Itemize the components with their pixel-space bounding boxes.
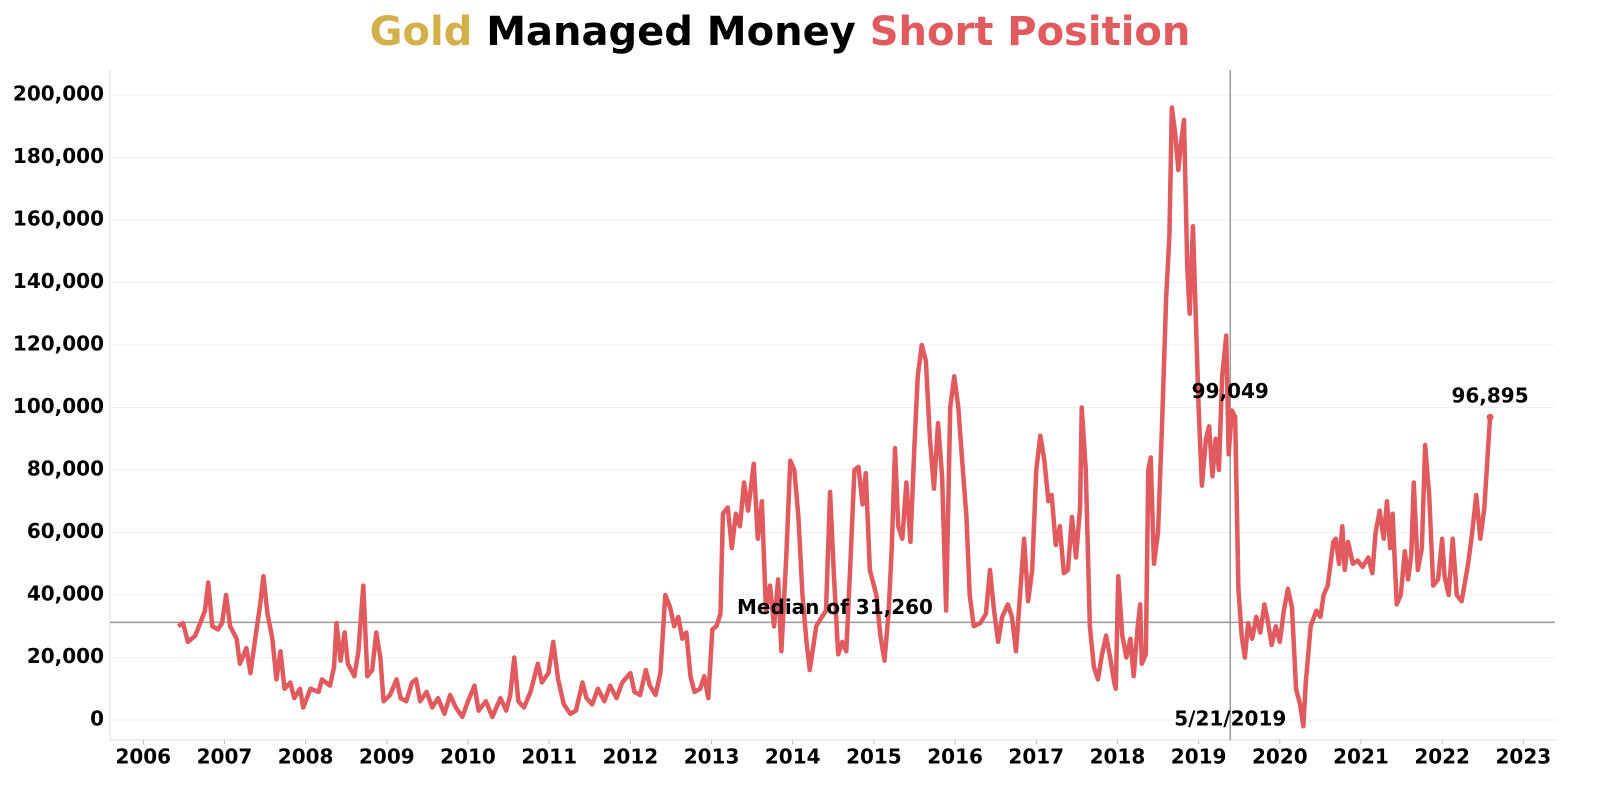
x-tick-label: 2012 [603,745,659,769]
x-tick-label: 2013 [684,745,740,769]
x-tick-label: 2023 [1496,745,1552,769]
y-tick-label: 160,000 [13,207,104,231]
y-tick-label: 0 [90,707,104,731]
x-tick-label: 2018 [1090,745,1146,769]
x-tick-label: 2008 [278,745,334,769]
x-tick-label: 2010 [440,745,496,769]
end-point [1486,413,1494,421]
title-part: Managed Money [486,9,856,55]
title-part: Short Position [870,9,1191,55]
median-label: Median of 31,260 [737,595,933,619]
y-tick-label: 140,000 [13,269,104,293]
x-tick-label: 2017 [1008,745,1064,769]
x-tick-label: 2021 [1333,745,1389,769]
y-tick-label: 100,000 [13,394,104,418]
x-tick-label: 2022 [1414,745,1470,769]
y-tick-label: 120,000 [13,332,104,356]
x-tick-label: 2007 [197,745,253,769]
y-tick-label: 20,000 [27,644,104,668]
y-tick-label: 40,000 [27,582,104,606]
y-tick-label: 180,000 [13,144,104,168]
y-tick-label: 60,000 [27,519,104,543]
x-tick-label: 2015 [846,745,902,769]
x-tick-label: 2009 [359,745,415,769]
series-line [176,105,1493,729]
y-tick-label: 200,000 [13,82,104,106]
chart-title: Gold Managed Money Short Position [370,9,1191,55]
marker-value-label: 99,049 [1192,379,1269,403]
x-tick-label: 2019 [1171,745,1227,769]
title-part: Gold [370,9,473,55]
y-tick-label: 80,000 [27,457,104,481]
x-tick-label: 2014 [765,745,821,769]
x-tick-label: 2006 [115,745,171,769]
end-label: 96,895 [1451,384,1528,408]
marker-date-label: 5/21/2019 [1174,707,1286,731]
x-tick-label: 2020 [1252,745,1308,769]
x-tick-label: 2011 [521,745,577,769]
x-tick-label: 2016 [927,745,983,769]
